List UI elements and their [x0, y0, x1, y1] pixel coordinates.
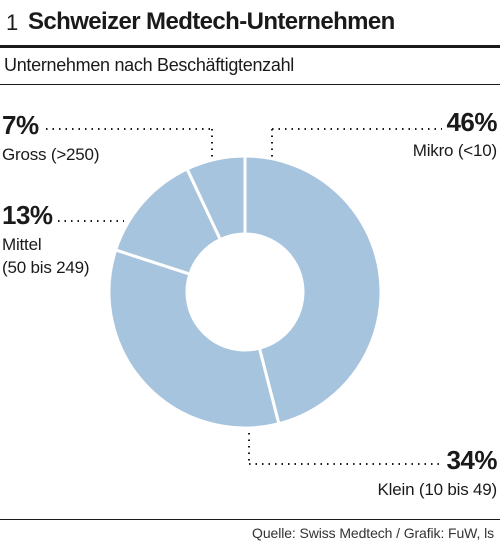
data-label-klein: Klein (10 bis 49) [378, 480, 497, 499]
leader-klein [248, 433, 442, 465]
subtitle-rule [0, 84, 500, 85]
slice-klein [107, 248, 281, 430]
donut-slices [107, 154, 383, 430]
data-label-mittel-line2: (50 bis 249) [2, 258, 89, 277]
leader-mikro [271, 128, 442, 158]
slice-mikro [243, 154, 383, 426]
chart-title: Schweizer Medtech-Unternehmen [28, 8, 395, 35]
chart-subtitle: Unternehmen nach Beschäftigtenzahl [4, 55, 294, 75]
data-label-gross: Gross (>250) [2, 145, 99, 164]
figure-number: 1 [6, 10, 19, 35]
data-label-klein-percent: 34% [446, 445, 497, 475]
data-label-gross-percent: 7% [2, 110, 39, 140]
data-label-mikro: Mikro (<10) [413, 141, 497, 160]
title-rule [0, 45, 500, 48]
slice-gross [185, 154, 247, 242]
data-label-mikro-percent: 46% [446, 107, 497, 137]
footer-rule [0, 519, 500, 520]
data-label-mittel-percent: 13% [2, 200, 53, 230]
data-label-mittel-line1: Mittel [2, 235, 41, 254]
source-note: Quelle: Swiss Medtech / Grafik: FuW, ls [252, 525, 494, 541]
chart-header: 1 Schweizer Medtech-Unternehmen [4, 4, 500, 38]
